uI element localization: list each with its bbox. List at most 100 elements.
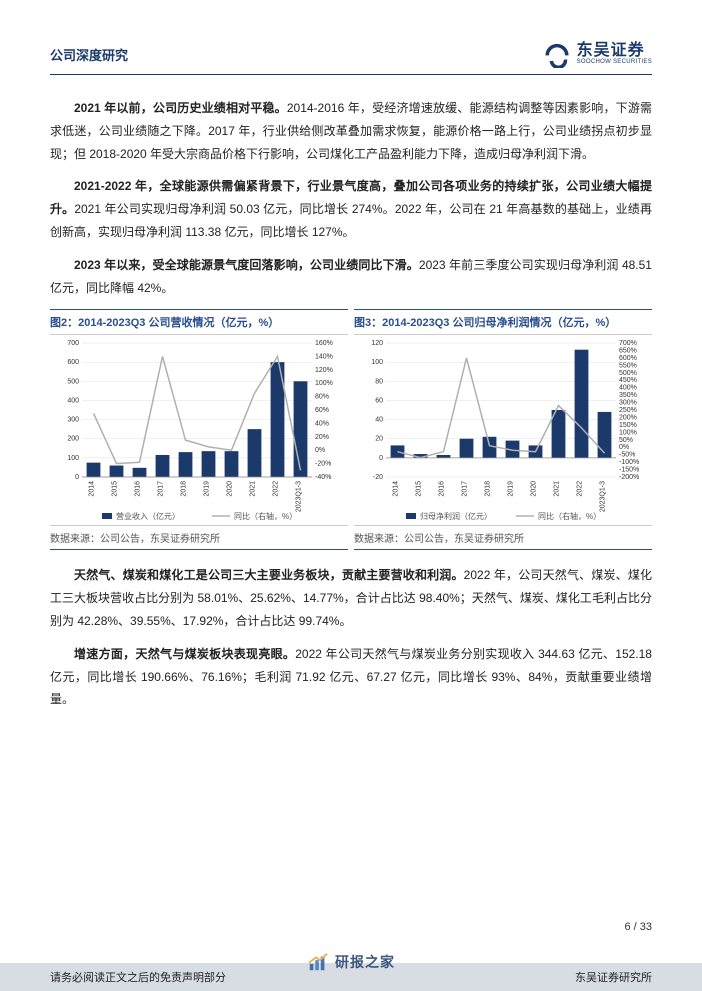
p2-text: 2021 年公司实现归母净利润 50.03 亿元，同比增长 274%。2022 … <box>50 202 652 239</box>
svg-text:500%: 500% <box>619 370 637 377</box>
logo-en: SOOCHOW SECURITIES <box>577 59 652 65</box>
svg-text:20%: 20% <box>315 434 329 441</box>
svg-text:2014: 2014 <box>393 481 400 497</box>
svg-text:2021: 2021 <box>250 481 257 497</box>
svg-text:2019: 2019 <box>204 481 211 497</box>
svg-text:营业收入（亿元）: 营业收入（亿元） <box>116 511 180 521</box>
watermark-icon <box>307 951 329 973</box>
svg-text:200: 200 <box>67 436 79 443</box>
chart-3-svg: -20020406080100120-200%-150%-100%-50%0%5… <box>354 335 652 525</box>
paragraph-5: 增速方面，天然气与煤炭板块表现亮眼。2022 年公司天然气与煤炭业务分别实现收入… <box>50 643 652 711</box>
chart-3-title: 图3：2014-2023Q3 公司归母净利润情况（亿元，%） <box>354 309 652 335</box>
svg-text:140%: 140% <box>315 354 333 361</box>
svg-text:400: 400 <box>67 398 79 405</box>
svg-text:2022: 2022 <box>577 481 584 497</box>
logo-text: 东吴证券 SOOCHOW SECURITIES <box>577 43 652 65</box>
svg-text:200%: 200% <box>619 415 637 422</box>
svg-text:-200%: -200% <box>619 474 639 481</box>
svg-text:600%: 600% <box>619 355 637 362</box>
header-title: 公司深度研究 <box>50 45 128 64</box>
svg-text:2018: 2018 <box>181 481 188 497</box>
svg-text:-20: -20 <box>373 474 383 481</box>
svg-text:80: 80 <box>375 379 383 386</box>
watermark-text: 研报之家 <box>335 952 395 972</box>
svg-text:2016: 2016 <box>135 481 142 497</box>
logo-cn: 东吴证券 <box>577 43 652 59</box>
footer-research: 东吴证券研究所 <box>575 969 652 985</box>
svg-text:同比（右轴，%）: 同比（右轴，%） <box>538 511 601 521</box>
svg-text:2016: 2016 <box>439 481 446 497</box>
paragraph-4: 天然气、煤炭和煤化工是公司三大主要业务板块，贡献主要营收和利润。2022 年，公… <box>50 564 652 632</box>
chart-3-block: 图3：2014-2023Q3 公司归母净利润情况（亿元，%） -20 0 20 40 6… <box>354 309 652 550</box>
svg-text:2014: 2014 <box>89 481 96 497</box>
charts-row: 图2：2014-2023Q3 公司营收情况（亿元，%） 010020030040… <box>50 309 652 550</box>
footer-disclaimer: 请务必阅读正文之后的免责声明部分 <box>50 969 226 985</box>
svg-text:50%: 50% <box>619 437 633 444</box>
page-footer: 6 / 33 研报之家 请务必阅读正文之后的免责声明部分 东吴证券研究所 <box>0 963 702 991</box>
page-number: 6 / 33 <box>624 921 652 933</box>
svg-text:同比（右轴，%）: 同比（右轴，%） <box>234 511 297 521</box>
svg-text:120: 120 <box>371 340 383 347</box>
paragraph-1: 2021 年以前，公司历史业绩相对平稳。2014-2016 年，受经济增速放缓、… <box>50 97 652 165</box>
svg-text:150%: 150% <box>619 422 637 429</box>
p5-bold: 增速方面，天然气与煤炭板块表现亮眼。 <box>74 647 295 661</box>
svg-text:250%: 250% <box>619 407 637 414</box>
p4-bold: 天然气、煤炭和煤化工是公司三大主要业务板块，贡献主要营收和利润。 <box>74 568 464 582</box>
svg-text:2019: 2019 <box>508 481 515 497</box>
svg-text:700: 700 <box>67 340 79 347</box>
chart-2-block: 图2：2014-2023Q3 公司营收情况（亿元，%） 0 100 200 300 40… <box>50 309 348 550</box>
svg-text:120%: 120% <box>315 367 333 374</box>
svg-text:0%: 0% <box>315 448 325 455</box>
svg-text:300: 300 <box>67 417 79 424</box>
svg-text:40%: 40% <box>315 421 329 428</box>
svg-text:350%: 350% <box>619 392 637 399</box>
p1-bold: 2021 年以前，公司历史业绩相对平稳。 <box>74 101 287 115</box>
paragraph-3: 2023 年以来，受全球能源景气度回落影响，公司业绩同比下滑。2023 年前三季… <box>50 254 652 300</box>
svg-text:-150%: -150% <box>619 467 639 474</box>
svg-text:40: 40 <box>375 417 383 424</box>
svg-text:300%: 300% <box>619 400 637 407</box>
svg-text:550%: 550% <box>619 363 637 370</box>
svg-text:2022: 2022 <box>273 481 280 497</box>
logo-mark-icon <box>543 40 571 68</box>
svg-text:0: 0 <box>75 474 79 481</box>
paragraph-2: 2021-2022 年，全球能源供需偏紧背景下，行业景气度高，叠加公司各项业务的… <box>50 175 652 243</box>
svg-text:500: 500 <box>67 379 79 386</box>
svg-text:2015: 2015 <box>112 481 119 497</box>
svg-text:650%: 650% <box>619 348 637 355</box>
svg-text:-100%: -100% <box>619 459 639 466</box>
svg-text:0: 0 <box>379 455 383 462</box>
page-header: 公司深度研究 东吴证券 SOOCHOW SECURITIES <box>50 40 652 75</box>
svg-text:160%: 160% <box>315 340 333 347</box>
svg-text:600: 600 <box>67 360 79 367</box>
svg-text:2020: 2020 <box>227 481 234 497</box>
svg-text:2023Q1-3: 2023Q1-3 <box>296 481 303 512</box>
svg-text:450%: 450% <box>619 378 637 385</box>
svg-text:-50%: -50% <box>619 452 635 459</box>
company-logo: 东吴证券 SOOCHOW SECURITIES <box>543 40 652 68</box>
svg-text:-40%: -40% <box>315 474 331 481</box>
svg-text:-20%: -20% <box>315 461 331 468</box>
chart-2-source: 数据来源：公司公告，东吴证券研究所 <box>50 525 348 550</box>
svg-text:2017: 2017 <box>462 481 469 497</box>
svg-text:2020: 2020 <box>531 481 538 497</box>
watermark: 研报之家 <box>307 951 395 973</box>
svg-text:20: 20 <box>375 436 383 443</box>
svg-text:80%: 80% <box>315 394 329 401</box>
svg-text:700%: 700% <box>619 340 637 347</box>
svg-text:归母净利润（亿元）: 归母净利润（亿元） <box>420 511 492 521</box>
p3-bold: 2023 年以来，受全球能源景气度回落影响，公司业绩同比下滑。 <box>74 258 419 272</box>
svg-text:400%: 400% <box>619 385 637 392</box>
svg-text:100: 100 <box>67 455 79 462</box>
svg-text:100%: 100% <box>619 430 637 437</box>
chart-3-source: 数据来源：公司公告，东吴证券研究所 <box>354 525 652 550</box>
page: 公司深度研究 东吴证券 SOOCHOW SECURITIES 2021 年以前，… <box>0 0 702 991</box>
svg-text:2021: 2021 <box>554 481 561 497</box>
svg-text:0%: 0% <box>619 445 629 452</box>
svg-text:2015: 2015 <box>416 481 423 497</box>
svg-text:2018: 2018 <box>485 481 492 497</box>
svg-text:60: 60 <box>375 398 383 405</box>
svg-text:2023Q1-3: 2023Q1-3 <box>600 481 607 512</box>
chart-2-title: 图2：2014-2023Q3 公司营收情况（亿元，%） <box>50 309 348 335</box>
svg-text:2017: 2017 <box>158 481 165 497</box>
